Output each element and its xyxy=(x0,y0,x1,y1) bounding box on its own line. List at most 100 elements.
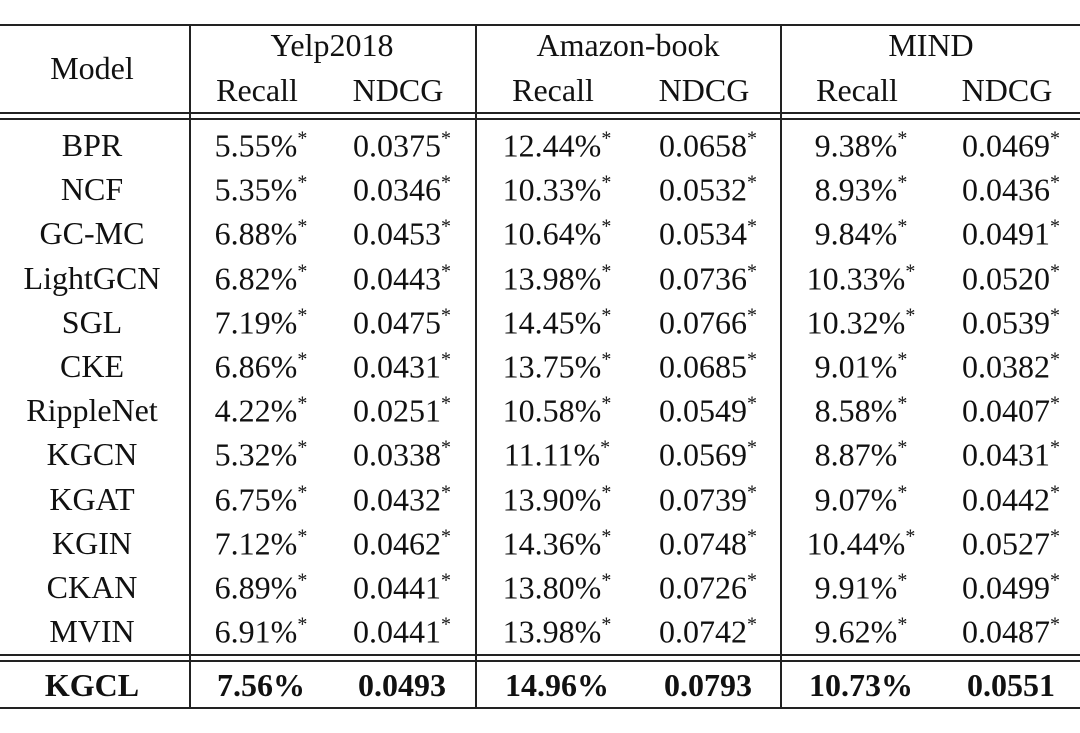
cell: 8.87%* xyxy=(815,438,908,471)
model-name: NCF xyxy=(60,171,124,208)
cell-value: 0.0441 xyxy=(353,569,441,606)
cell-value: 0.0407 xyxy=(962,392,1050,429)
significance-mark: * xyxy=(601,127,612,150)
significance-mark: * xyxy=(905,525,916,548)
significance-mark: * xyxy=(297,525,308,548)
cell: 10.33%* xyxy=(807,261,916,294)
cell-value: 0.0251 xyxy=(353,392,441,429)
significance-mark: * xyxy=(1050,304,1060,327)
significance-mark: * xyxy=(897,613,908,636)
cell-value: 8.87% xyxy=(814,436,898,473)
cell-value: 0.0431 xyxy=(962,436,1050,473)
cell: 0.0726* xyxy=(659,571,757,604)
significance-mark: * xyxy=(297,481,308,504)
significance-mark: * xyxy=(1050,525,1060,548)
cell: 0.0569* xyxy=(659,438,757,471)
cell: 13.90%* xyxy=(503,482,612,515)
metric-header: NDCG xyxy=(352,72,444,108)
cell-value: 0.0442 xyxy=(962,481,1050,518)
significance-mark: * xyxy=(747,569,757,592)
significance-mark: * xyxy=(747,348,757,371)
cell: 0.0534* xyxy=(659,217,757,250)
cell: 14.45%* xyxy=(503,305,612,338)
significance-mark: * xyxy=(897,569,908,592)
significance-mark: * xyxy=(297,613,308,636)
cell: 0.0375* xyxy=(353,129,451,162)
cell: 10.33%* xyxy=(503,173,612,206)
significance-mark: * xyxy=(601,171,612,194)
cell-value: 5.55% xyxy=(214,127,298,164)
cell-value: 6.86% xyxy=(214,348,298,385)
significance-mark: * xyxy=(297,215,308,238)
cell: 6.91%* xyxy=(215,615,308,648)
cell-value: 14.45% xyxy=(502,304,602,341)
cell: 9.38%* xyxy=(815,129,908,162)
significance-mark: * xyxy=(747,392,757,415)
model-name: BPR xyxy=(61,127,123,163)
significance-mark: * xyxy=(297,171,308,194)
cell: 0.0766* xyxy=(659,305,757,338)
model-name: KGCN xyxy=(46,436,138,473)
cell: 0.0436* xyxy=(962,173,1060,206)
significance-mark: * xyxy=(747,304,757,327)
cell: 7.56% xyxy=(217,669,305,701)
cell: 13.98%* xyxy=(503,261,612,294)
cell-value: 0.0436 xyxy=(962,171,1050,208)
significance-mark: * xyxy=(600,436,611,459)
cell-value: 0.0527 xyxy=(962,525,1050,562)
cell: 0.0742* xyxy=(659,615,757,648)
cell: 4.22%* xyxy=(215,394,308,427)
significance-mark: * xyxy=(1050,127,1060,150)
cell: 0.0685* xyxy=(659,350,757,383)
significance-mark: * xyxy=(601,215,612,238)
cell: 8.58%* xyxy=(815,394,908,427)
significance-mark: * xyxy=(1050,171,1060,194)
cell-value: 6.82% xyxy=(214,260,298,297)
cell: 0.0251* xyxy=(353,394,451,427)
cell-value: 6.91% xyxy=(214,613,298,650)
cell-value: 0.0499 xyxy=(962,569,1050,606)
cell: 0.0551 xyxy=(967,669,1055,701)
cell-value: 0.0549 xyxy=(659,392,747,429)
cell: 0.0431* xyxy=(353,350,451,383)
cell-value: 0.0551 xyxy=(967,667,1055,703)
significance-mark: * xyxy=(297,392,308,415)
cell-value: 7.12% xyxy=(214,525,298,562)
cell-value: 14.36% xyxy=(502,525,602,562)
cell: 8.93%* xyxy=(815,173,908,206)
cell-value: 0.0432 xyxy=(353,481,441,518)
cell: 6.82%* xyxy=(215,261,308,294)
column-rule xyxy=(475,25,477,709)
cell: 0.0658* xyxy=(659,129,757,162)
significance-mark: * xyxy=(897,171,908,194)
model-name: KGCL xyxy=(44,667,140,703)
significance-mark: * xyxy=(441,171,451,194)
cell: 13.98%* xyxy=(503,615,612,648)
metric-header: Recall xyxy=(216,72,298,108)
significance-mark: * xyxy=(897,392,908,415)
significance-mark: * xyxy=(897,436,908,459)
cell-value: 12.44% xyxy=(502,127,602,164)
cell: 13.75%* xyxy=(503,350,612,383)
model-name: KGAT xyxy=(49,480,135,517)
cell-value: 10.33% xyxy=(806,260,906,297)
cell: 5.32%* xyxy=(215,438,308,471)
cell: 0.0382* xyxy=(962,350,1060,383)
cell-value: 10.58% xyxy=(502,392,602,429)
cell: 7.12%* xyxy=(215,526,308,559)
cell: 9.01%* xyxy=(815,350,908,383)
cell-value: 0.0569 xyxy=(659,436,747,473)
significance-mark: * xyxy=(897,127,908,150)
cell: 0.0736* xyxy=(659,261,757,294)
significance-mark: * xyxy=(441,260,451,283)
cell-value: 0.0739 xyxy=(659,481,747,518)
cell-value: 0.0441 xyxy=(353,613,441,650)
significance-mark: * xyxy=(297,260,308,283)
cell-value: 0.0469 xyxy=(962,127,1050,164)
cell: 5.35%* xyxy=(215,173,308,206)
model-name: CKE xyxy=(60,348,124,384)
metric-header: Recall xyxy=(512,72,594,108)
significance-mark: * xyxy=(441,348,451,371)
cell-value: 0.0520 xyxy=(962,260,1050,297)
